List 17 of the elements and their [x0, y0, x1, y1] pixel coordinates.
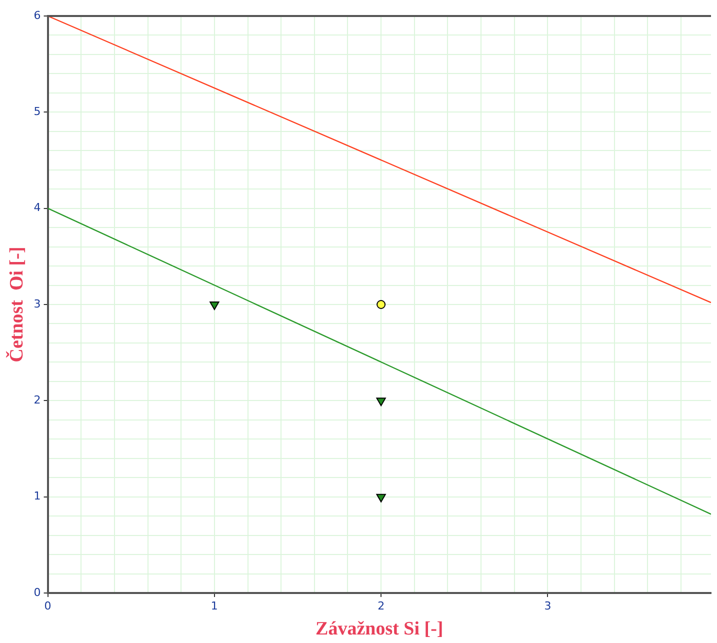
- y-tick-label: 0: [34, 586, 41, 599]
- y-tick-label: 6: [34, 8, 41, 22]
- y-tick-label: 2: [34, 394, 41, 407]
- x-tick-label: 1: [210, 599, 218, 612]
- point: [376, 300, 386, 309]
- point: [210, 302, 220, 310]
- point: [376, 494, 386, 502]
- point: [376, 398, 386, 406]
- y-axis-title: Četnost Oi [-]: [5, 246, 28, 362]
- y-tick-label: 5: [34, 105, 41, 118]
- y-tick-label: 4: [34, 201, 41, 214]
- x-tick-label: 2: [378, 599, 385, 612]
- x-tick-label: 0: [44, 599, 52, 612]
- y-tick-label: 1: [34, 490, 41, 503]
- x-tick-label: 3: [544, 599, 552, 612]
- x-axis-title: Závažnost Si [-]: [316, 618, 444, 640]
- y-tick-label: 3: [34, 297, 41, 310]
